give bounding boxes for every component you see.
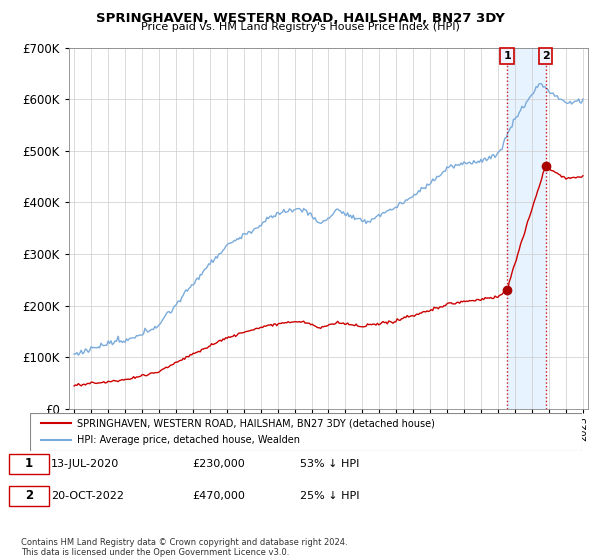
Text: 25% ↓ HPI: 25% ↓ HPI: [300, 491, 359, 501]
Text: 20-OCT-2022: 20-OCT-2022: [51, 491, 124, 501]
FancyBboxPatch shape: [30, 413, 582, 451]
Text: £470,000: £470,000: [192, 491, 245, 501]
Text: £230,000: £230,000: [192, 459, 245, 469]
Text: 53% ↓ HPI: 53% ↓ HPI: [300, 459, 359, 469]
Text: HPI: Average price, detached house, Wealden: HPI: Average price, detached house, Weal…: [77, 435, 300, 445]
Text: 2: 2: [25, 489, 33, 502]
Text: Contains HM Land Registry data © Crown copyright and database right 2024.
This d: Contains HM Land Registry data © Crown c…: [21, 538, 347, 557]
FancyBboxPatch shape: [9, 454, 49, 474]
Bar: [507, 48, 545, 409]
FancyBboxPatch shape: [9, 486, 49, 506]
Text: Price paid vs. HM Land Registry's House Price Index (HPI): Price paid vs. HM Land Registry's House …: [140, 22, 460, 32]
Text: SPRINGHAVEN, WESTERN ROAD, HAILSHAM, BN27 3DY: SPRINGHAVEN, WESTERN ROAD, HAILSHAM, BN2…: [95, 12, 505, 25]
Text: 1: 1: [503, 51, 511, 61]
Text: 13-JUL-2020: 13-JUL-2020: [51, 459, 119, 469]
Text: SPRINGHAVEN, WESTERN ROAD, HAILSHAM, BN27 3DY (detached house): SPRINGHAVEN, WESTERN ROAD, HAILSHAM, BN2…: [77, 418, 435, 428]
Text: 1: 1: [25, 457, 33, 470]
Text: 2: 2: [542, 51, 550, 61]
